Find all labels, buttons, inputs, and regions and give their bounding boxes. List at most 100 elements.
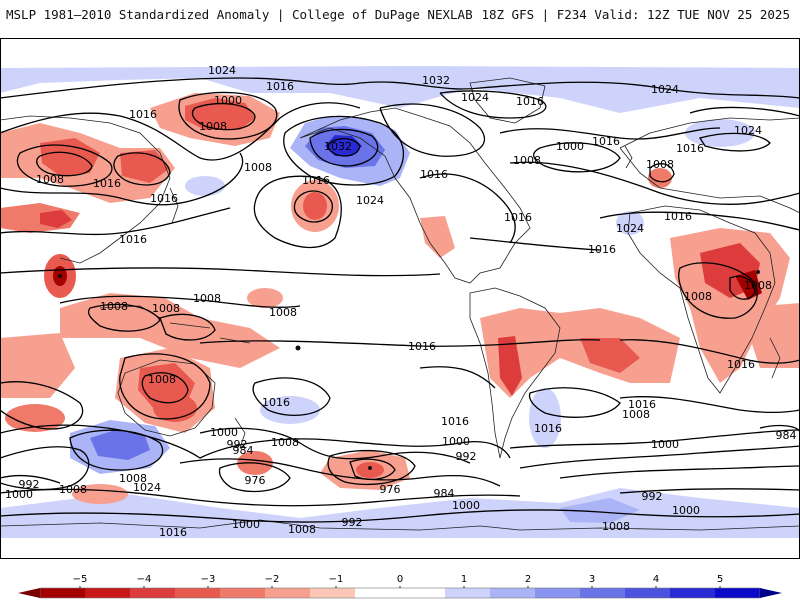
- isobar-label: 1024: [651, 83, 679, 96]
- anomaly-map: 1024 1016 1016 1000 1008 1008 1016 1008 …: [0, 38, 800, 559]
- isobar: [689, 106, 800, 117]
- isobar-label: 1016: [504, 211, 532, 224]
- isobar: [191, 102, 256, 131]
- colorbar-tick-label: 2: [525, 574, 531, 585]
- isobar-label: 1016: [159, 526, 187, 539]
- isobar: [159, 313, 216, 341]
- isobar: [519, 445, 800, 469]
- isobar: [649, 163, 675, 183]
- coastline-madagascar: [769, 337, 781, 379]
- isobar-label: 1008: [513, 154, 541, 167]
- isobar: [327, 449, 416, 486]
- coastline-greenland: [469, 77, 546, 124]
- coastline-antarctica: [0, 519, 800, 531]
- isobar: [0, 207, 231, 236]
- isobar: [179, 458, 501, 487]
- isobar: [419, 173, 516, 244]
- isobar: [528, 387, 621, 418]
- anomaly-negative-northamerica: [420, 216, 455, 258]
- colorbar-cell: [175, 588, 221, 598]
- isobar: [729, 275, 756, 300]
- isobar: [59, 295, 301, 308]
- coastline-new-zealand: [234, 417, 246, 449]
- isobar: [218, 462, 291, 493]
- isobar: [0, 474, 61, 484]
- isobar-label: 1016: [441, 415, 469, 428]
- anomaly-positive-patch: [260, 396, 320, 424]
- isobar-label: 1008: [119, 472, 147, 485]
- isobar-label: 1008: [622, 408, 650, 421]
- colorbar-tick-label: 3: [589, 574, 595, 585]
- anomaly-positive-southpacific-core: [90, 430, 150, 460]
- colorbar-cell: [310, 588, 356, 598]
- map-title: MSLP 1981–2010 Standardized Anomaly | Co…: [6, 7, 473, 22]
- isobar: [349, 458, 396, 481]
- colorbar-cell: [400, 588, 446, 598]
- coastline-south-america: [469, 287, 561, 459]
- colorbar-tick-label: 1: [461, 574, 467, 585]
- pressure-center-dot: [295, 345, 301, 351]
- isobar-label: 976: [245, 474, 266, 487]
- coastlines: [0, 77, 800, 531]
- isobar: [509, 429, 800, 449]
- isobar-label: 1024: [208, 64, 236, 77]
- colorbar-cell: [40, 588, 86, 598]
- isobar: [327, 138, 361, 157]
- colorbar-tick-label: 4: [653, 574, 659, 585]
- colorbar-cell: [670, 588, 716, 598]
- anomaly-negative-africa: [670, 228, 790, 383]
- colorbar-min-arrow: [18, 588, 40, 598]
- colorbar-cell: [355, 588, 401, 598]
- colorbar-tick-label: −5: [73, 574, 88, 585]
- colorbar-cell: [265, 588, 311, 598]
- colorbar-cell: [490, 588, 536, 598]
- isobar: [509, 161, 800, 205]
- pressure-center-markers: [58, 270, 760, 470]
- isobar-label: 1008: [744, 279, 772, 292]
- anomaly-positive-patch: [685, 119, 755, 147]
- isobar: [0, 488, 521, 507]
- isobars: [0, 77, 800, 523]
- isobar-label: 1016: [302, 174, 330, 187]
- isobar: [678, 262, 758, 319]
- isobar-label: 1000: [452, 499, 480, 512]
- anomaly-negative-maritime: [60, 293, 280, 368]
- isobar-label: 1016: [119, 233, 147, 246]
- isobar-label: 992: [342, 516, 363, 529]
- isobar-label: 1024: [734, 124, 762, 137]
- isobar-label: 1008: [100, 300, 128, 313]
- isobar-label: 1000: [672, 504, 700, 517]
- pressure-center-dot: [58, 274, 62, 278]
- isobar-label: 1032: [324, 140, 352, 153]
- isobar: [309, 128, 379, 167]
- isobar: [178, 91, 278, 140]
- isobar-label: 1016: [534, 422, 562, 435]
- isobar-label: 992: [227, 438, 248, 451]
- colorbar-tick-label: −4: [137, 574, 152, 585]
- colorbar-cells: [39, 587, 761, 599]
- colorbar-tick-label: −3: [201, 574, 216, 585]
- anomaly-positive-antarctic-b: [560, 498, 640, 523]
- anomaly-positive-arctic: [0, 66, 800, 113]
- isobar-label: 1008: [269, 306, 297, 319]
- pressure-center-dot: [756, 270, 760, 274]
- pressure-center-dot: [368, 466, 372, 470]
- isobar: [0, 152, 244, 206]
- isobar-labels: 1024 1016 1016 1000 1008 1008 1016 1008 …: [5, 64, 797, 539]
- colorbar-cell: [445, 588, 491, 598]
- isobar-label: 1016: [262, 396, 290, 409]
- isobar-label: 1008: [193, 292, 221, 305]
- isobar-label: 1016: [266, 80, 294, 93]
- isobar-label: 1024: [461, 91, 489, 104]
- colorbar-tick-label: −1: [329, 574, 344, 585]
- isobar-label: 1016: [588, 243, 616, 256]
- isobar-label: 1016: [592, 135, 620, 148]
- isobar: [0, 509, 800, 523]
- anomaly-negative-patch: [72, 484, 128, 504]
- isobar-label: 1000: [210, 426, 238, 439]
- isobar: [0, 267, 441, 277]
- isobar-label: 1008: [271, 436, 299, 449]
- isobar-label: 1016: [93, 177, 121, 190]
- isobar: [36, 151, 93, 177]
- isobar-label: 1000: [442, 435, 470, 448]
